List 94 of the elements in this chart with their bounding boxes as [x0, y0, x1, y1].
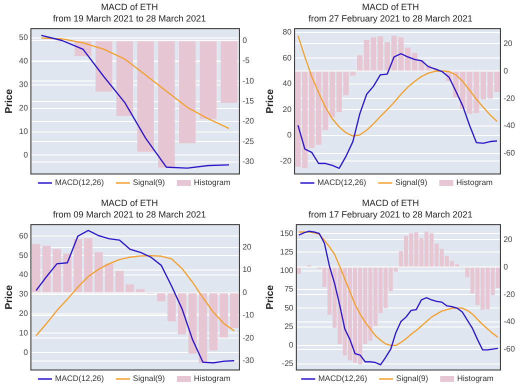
y-tick-label: 40 [18, 270, 28, 280]
y-axis-title: Price [264, 284, 276, 310]
y-tick-label: 60 [18, 231, 28, 240]
bar [167, 293, 176, 322]
legend-label: MACD(12,26) [318, 374, 368, 384]
y-axis-title: Price [4, 284, 15, 310]
y2-tick-label: -60 [503, 148, 516, 158]
y2-tick-label: -20 [503, 290, 516, 299]
bar [220, 293, 228, 338]
y2-tick-label: -10 [242, 310, 255, 320]
y-tick-label: 150 [280, 228, 294, 238]
chart-subtitle: from 09 March 2021 to 28 March 2021 [52, 210, 206, 220]
y-tick-label: 60 [282, 53, 292, 62]
legend-label: Signal(9) [132, 374, 166, 384]
y2-tick-label: -60 [503, 344, 516, 354]
bar [74, 239, 82, 292]
legend-label: Histogram [194, 374, 231, 384]
y-tick-label: 20 [282, 104, 292, 114]
y-axis-title: Price [264, 88, 276, 114]
chart-title: MACD of ETH [100, 198, 158, 208]
legend-label: Signal(9) [132, 178, 166, 188]
y-tick-label: 0 [288, 340, 294, 350]
bar [178, 293, 186, 334]
y2-tick-label: 0 [503, 262, 508, 272]
bar [94, 252, 103, 292]
chart-title: MACD of ETH [362, 198, 420, 208]
y-tick-label: 10 [18, 126, 28, 136]
y-tick-label: 80 [282, 28, 292, 37]
bar [209, 293, 218, 350]
y2-tick-label: -30 [242, 356, 255, 366]
legend-label: Signal(9) [396, 374, 428, 384]
bar [136, 289, 145, 292]
bar [230, 293, 238, 328]
legend-label: Histogram [194, 178, 231, 188]
y-tick-label: 20 [18, 308, 28, 318]
bar [84, 238, 92, 292]
y-tick-label: 50 [284, 303, 294, 312]
y-tick-label: 75 [284, 284, 294, 294]
legend-label: MACD(12,26) [54, 178, 104, 188]
y-tick-label: -25 [282, 359, 294, 368]
bar [296, 268, 301, 274]
chart-subtitle: from 17 February 2021 to 28 March 2021 [308, 210, 473, 220]
y2-tick-label: -40 [503, 317, 516, 326]
bar [42, 246, 51, 292]
y-tick-label: 40 [282, 79, 292, 88]
chart-subtitle: from 19 March 2021 to 28 March 2021 [52, 14, 206, 24]
chart-subtitle: from 27 February 2021 to 28 March 2021 [308, 14, 473, 24]
y2-tick-label: -40 [503, 121, 516, 130]
bar [115, 270, 124, 292]
chart-title: MACD of ETH [100, 2, 158, 12]
legend-label: Signal(9) [395, 178, 428, 188]
y-tick-label: 25 [284, 322, 294, 331]
y-tick-label: 50 [18, 33, 28, 42]
y2-tick-label: 20 [242, 242, 252, 252]
y-tick-label: -20 [280, 156, 292, 166]
y2-tick-label: -20 [242, 333, 255, 342]
bar [32, 244, 40, 292]
bar [188, 293, 197, 354]
y2-tick-label: -20 [242, 116, 255, 126]
y-tick-label: 0 [287, 130, 292, 140]
y-tick-label: 40 [18, 56, 28, 66]
y-tick-label: 20 [18, 104, 28, 113]
y-tick-label: 50 [18, 250, 28, 260]
y-tick-label: 100 [280, 266, 294, 276]
bar [63, 254, 72, 292]
y2-tick-label: -15 [242, 96, 255, 106]
y2-tick-label: 0 [242, 288, 248, 297]
y2-tick-label: 10 [242, 265, 252, 274]
y-tick-label: 30 [18, 290, 28, 299]
y2-tick-label: -20 [503, 94, 516, 103]
y2-tick-label: 20 [503, 234, 513, 244]
y2-tick-label: -30 [242, 157, 255, 166]
y-axis-title: Price [4, 88, 15, 114]
y2-tick-label: 20 [503, 38, 513, 48]
chart-title: MACD of ETH [362, 2, 420, 12]
y2-tick-label: 0 [503, 66, 508, 76]
legend-label: Histogram [456, 178, 494, 188]
y-tick-label: 0 [23, 150, 28, 160]
y2-tick-label: -25 [242, 136, 255, 146]
bar [104, 263, 114, 292]
bar [52, 248, 62, 292]
y-tick-label: 10 [18, 328, 28, 338]
y-tick-label: 30 [18, 80, 28, 90]
y2-tick-label: 0 [242, 36, 248, 45]
bar [198, 293, 208, 364]
y2-tick-label: -10 [242, 76, 255, 86]
bar [157, 293, 166, 302]
y2-tick-label: -5 [242, 56, 250, 66]
legend-label: Histogram [457, 374, 494, 384]
y-tick-label: 0 [23, 348, 28, 357]
legend-label: MACD(12,26) [317, 178, 367, 188]
y-tick-label: 125 [280, 247, 294, 256]
legend-label: MACD(12,26) [54, 374, 104, 384]
bar [126, 284, 134, 292]
